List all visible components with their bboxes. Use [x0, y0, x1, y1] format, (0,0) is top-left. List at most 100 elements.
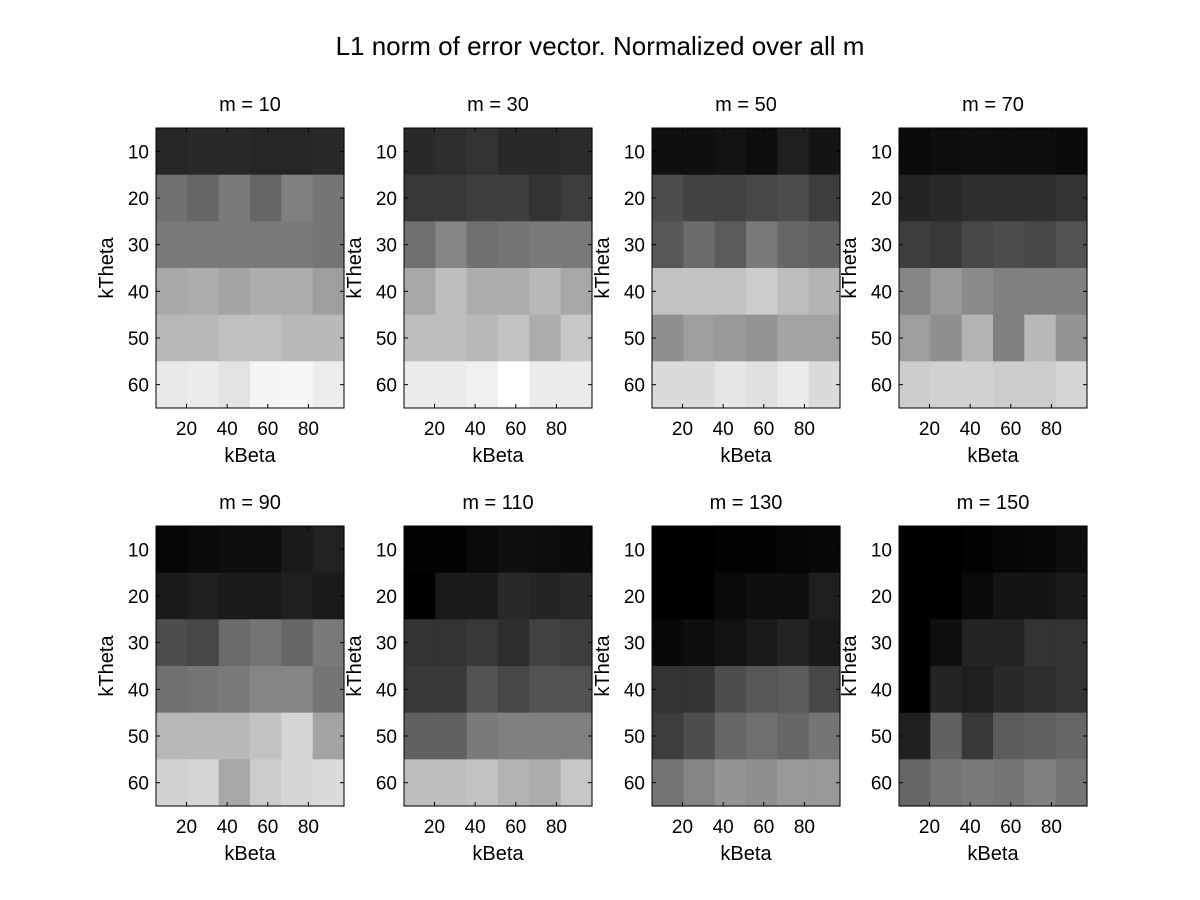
heatmap-cell: [250, 174, 282, 222]
heatmap-cell: [218, 361, 251, 409]
y-tick-label: 40: [871, 282, 892, 303]
heatmap-cell: [1055, 572, 1088, 620]
heatmap-cell: [930, 361, 963, 409]
heatmap-cell: [1055, 666, 1088, 714]
heatmap-cell: [961, 221, 994, 269]
heatmap-cell: [714, 526, 747, 574]
heatmap-cell: [281, 572, 314, 620]
y-tick-label: 10: [128, 540, 149, 561]
heatmap-cell: [281, 666, 314, 714]
y-axis-label: kTheta: [839, 237, 861, 299]
heatmap-cell: [993, 619, 1025, 667]
subplot-title: m = 110: [462, 492, 533, 514]
heatmap-cell: [808, 268, 841, 316]
heatmap-cell: [529, 221, 562, 269]
x-tick-label: 80: [298, 419, 319, 440]
x-tick-label: 40: [713, 817, 734, 838]
subplot-7: m = 130 10 20 30 40 50 60 20 40 60 80 kBeta kTheta: [592, 492, 841, 865]
heatmap-cell: [218, 174, 251, 222]
x-tick-label: 80: [794, 817, 815, 838]
heatmap-cell: [652, 314, 684, 362]
heatmap-cell: [1024, 759, 1057, 807]
heatmap-cell: [529, 712, 562, 760]
heatmap-cell: [560, 128, 593, 176]
heatmap-cell: [714, 361, 747, 409]
heatmap-cell: [683, 221, 716, 269]
heatmap-cell: [899, 361, 931, 409]
heatmap-cell: [498, 619, 530, 667]
heatmap-cell: [250, 361, 282, 409]
heatmap-cell: [808, 712, 841, 760]
x-tick-label: 60: [257, 419, 278, 440]
heatmap-cell: [218, 128, 251, 176]
heatmap-cell: [746, 128, 778, 176]
heatmap-cell: [808, 619, 841, 667]
heatmap-cell: [899, 128, 931, 176]
heatmap-cell: [281, 128, 314, 176]
heatmap-cell: [746, 268, 778, 316]
subplot-title: m = 90: [219, 492, 281, 514]
heatmap-cell: [1024, 128, 1057, 176]
heatmap-cell: [808, 221, 841, 269]
axes-frame: [155, 525, 345, 807]
heatmap-cell: [404, 268, 436, 316]
heatmap-cell: [777, 759, 810, 807]
x-tick-label: 60: [257, 817, 278, 838]
y-axis-label: kTheta: [344, 635, 366, 697]
heatmap-cell: [529, 174, 562, 222]
heatmap-cell: [746, 526, 778, 574]
heatmap-cell: [529, 572, 562, 620]
heatmap-cell: [156, 221, 188, 269]
y-tick-label: 20: [128, 587, 149, 608]
heatmap-cell: [1024, 619, 1057, 667]
subplot-title: m = 130: [710, 492, 783, 514]
heatmap-cell: [683, 666, 716, 714]
axes-frame: [403, 127, 593, 409]
heatmap-cell: [435, 268, 468, 316]
y-axis-label: kTheta: [592, 237, 614, 299]
y-tick-label: 40: [376, 680, 397, 701]
y-tick-label: 20: [624, 189, 645, 210]
heatmap-cell: [1024, 526, 1057, 574]
heatmap-cell: [312, 526, 345, 574]
heatmap-cell: [281, 526, 314, 574]
heatmap-cell: [1055, 712, 1088, 760]
heatmap-cell: [899, 619, 931, 667]
heatmap-cell: [404, 221, 436, 269]
x-tick-label: 20: [672, 817, 693, 838]
heatmap-cell: [529, 314, 562, 362]
subplot-4: m = 70 10 20 30 40 50 60 20 40 60 80 kBeta kTheta: [839, 94, 1088, 467]
heatmap-cell: [218, 759, 251, 807]
heatmap-cell: [156, 128, 188, 176]
heatmap-cell: [187, 759, 220, 807]
x-axis-label: kBeta: [472, 843, 524, 865]
y-axis-label: kTheta: [96, 635, 118, 697]
heatmap-cell: [714, 268, 747, 316]
x-tick-label: 40: [960, 419, 981, 440]
heatmap-cell: [961, 174, 994, 222]
heatmap-cell: [993, 361, 1025, 409]
x-tick-label: 80: [546, 817, 567, 838]
y-tick-label: 10: [871, 142, 892, 163]
x-tick-label: 20: [424, 817, 445, 838]
heatmap-cell: [899, 174, 931, 222]
heatmap-cell: [930, 221, 963, 269]
y-tick-label: 60: [871, 376, 892, 397]
x-axis-label: kBeta: [967, 445, 1019, 467]
heatmap-cell: [961, 759, 994, 807]
heatmap-cell: [930, 268, 963, 316]
heatmap-cell: [808, 128, 841, 176]
subplot-3: m = 50 10 20 30 40 50 60 20 40 60 80 kBeta kTheta: [592, 94, 841, 467]
heatmap-cell: [529, 666, 562, 714]
y-tick-label: 50: [128, 329, 149, 350]
heatmap-cell: [404, 572, 436, 620]
heatmap-cell: [746, 314, 778, 362]
heatmap-cell: [498, 174, 530, 222]
x-axis-label: kBeta: [472, 445, 524, 467]
heatmap-cell: [961, 572, 994, 620]
heatmap-cell: [250, 314, 282, 362]
figure-title: L1 norm of error vector. Normalized over…: [335, 31, 865, 61]
subplot-title: m = 150: [957, 492, 1030, 514]
x-tick-label: 20: [672, 419, 693, 440]
heatmap-cell: [435, 526, 468, 574]
